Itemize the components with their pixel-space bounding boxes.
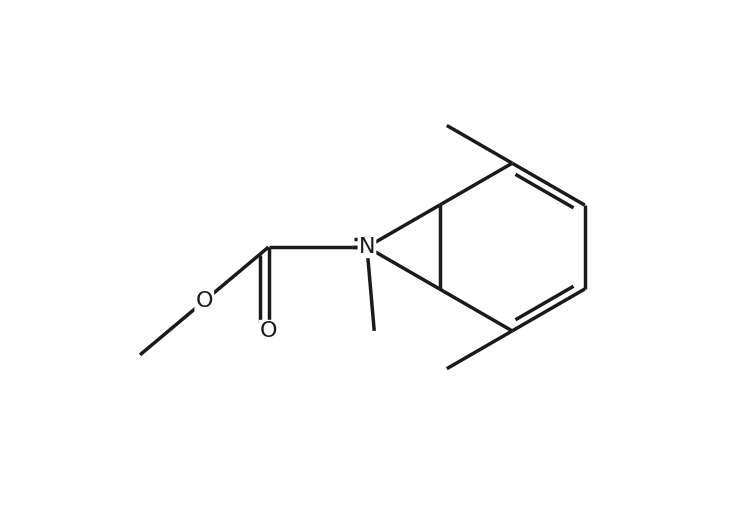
Text: N: N (359, 237, 375, 257)
Text: O: O (195, 291, 213, 311)
Text: O: O (260, 321, 278, 341)
